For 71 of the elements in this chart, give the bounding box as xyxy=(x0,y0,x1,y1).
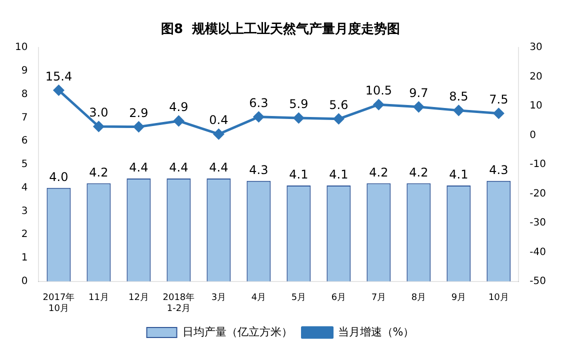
data-label: 3.0 xyxy=(89,106,108,120)
legend-label: 当月增速（%） xyxy=(338,325,414,338)
data-label: 4.4 xyxy=(129,160,148,175)
point xyxy=(133,122,144,132)
y-tick-label: 1 xyxy=(21,252,28,264)
data-label: 9.7 xyxy=(409,86,428,100)
y2-tick-label: 0 xyxy=(530,130,536,141)
x-tick-label: 12月 xyxy=(128,293,149,304)
x-tick-label: 6月 xyxy=(331,293,346,304)
point xyxy=(373,99,384,110)
data-label: 4.1 xyxy=(449,168,468,182)
y2-tick-label: 20 xyxy=(530,71,542,82)
point xyxy=(213,128,224,140)
data-label: 15.4 xyxy=(45,69,72,84)
y-tick-label: 9 xyxy=(21,66,28,77)
data-label: 5.9 xyxy=(289,97,308,112)
x-tick-label: 10月 xyxy=(488,293,509,304)
y2-tick-label: 10 xyxy=(530,100,542,112)
y-tick-label: 8 xyxy=(21,88,28,100)
y2-tick-label: -30 xyxy=(530,218,546,229)
data-label: 4.2 xyxy=(409,165,428,180)
point xyxy=(333,114,344,124)
x-tick-label: 11月 xyxy=(88,293,109,304)
y-tick-label: 10 xyxy=(14,42,28,54)
x-tick-label: 8月 xyxy=(411,293,426,304)
data-label: 4.0 xyxy=(49,170,68,184)
y-tick-label: 4 xyxy=(21,182,28,194)
y2-tick-label: -10 xyxy=(530,159,546,170)
y-tick-label: 7 xyxy=(21,112,28,124)
data-label: 7.5 xyxy=(489,92,508,106)
data-label: 4.4 xyxy=(169,160,188,175)
chart-title: 图8 规模以上工业天然气产量月度走势图 xyxy=(160,21,400,38)
y2-tick-label: -40 xyxy=(530,246,546,258)
x-tick-label: 9月 xyxy=(451,293,466,304)
data-label: 2.9 xyxy=(129,106,148,120)
y-tick-label: 0 xyxy=(21,276,28,287)
data-label: 6.3 xyxy=(249,96,268,110)
point xyxy=(493,108,504,119)
data-label: 4.9 xyxy=(169,100,188,114)
y2-tick-label: -50 xyxy=(530,276,546,287)
point xyxy=(293,112,304,124)
data-label: 4.4 xyxy=(209,160,228,175)
data-label: 4.2 xyxy=(89,165,108,180)
x-tick-label: 3月 xyxy=(211,293,226,304)
y-tick-label: 5 xyxy=(21,159,28,170)
x-tick-label: 2018年 1-2月 xyxy=(162,292,195,314)
legend-label: 日均产量（亿立方米） xyxy=(182,325,292,338)
x-tick-label: 7月 xyxy=(371,293,386,304)
data-label: 0.4 xyxy=(209,113,228,128)
data-label: 4.1 xyxy=(289,168,308,182)
data-label: 5.6 xyxy=(329,98,348,112)
point xyxy=(93,121,104,132)
y-tick-label: 3 xyxy=(21,206,28,217)
data-label: 4.1 xyxy=(329,168,348,182)
data-label: 8.5 xyxy=(449,90,468,104)
point xyxy=(413,102,424,112)
x-tick-label: 5月 xyxy=(291,293,306,304)
data-label: 4.2 xyxy=(369,165,388,180)
data-label: 4.3 xyxy=(489,162,508,177)
y2-tick-label: -20 xyxy=(530,188,546,200)
y-tick-label: 6 xyxy=(21,136,28,147)
point xyxy=(173,116,184,126)
y2-tick-label: 30 xyxy=(530,42,542,54)
point xyxy=(53,85,64,96)
y-tick-label: 2 xyxy=(21,229,28,240)
x-tick-label: 4月 xyxy=(251,293,266,304)
point xyxy=(253,112,264,122)
point xyxy=(453,105,464,116)
data-label: 10.5 xyxy=(365,84,392,98)
data-label: 4.3 xyxy=(249,162,268,177)
x-tick-label: 2017年 10月 xyxy=(42,292,75,314)
